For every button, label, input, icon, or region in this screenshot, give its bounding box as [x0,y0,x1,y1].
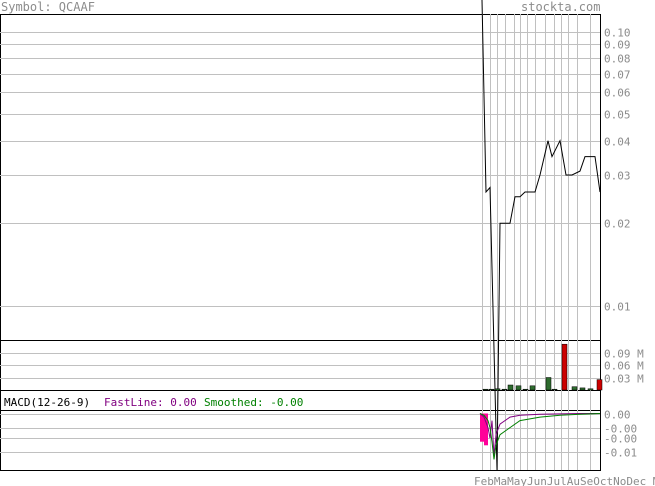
price-tick-label: 0.10 [604,27,631,40]
symbol-label: Symbol: QCAAF [1,0,95,14]
macd-panel-frame [0,390,601,471]
macd-tick-label: -0.00 [604,423,637,436]
axis-ticks: 0.100.090.08 0.07 0.06 0.05 0.04 0.03 0.02 0.01… [604,27,644,460]
macd-tick-label: -0.00 [604,433,637,446]
volume-bar [482,388,489,391]
volume-bar [561,343,568,391]
price-tick-label: 0.04 [604,136,631,149]
volume-tick-label: 0.03 M [604,373,644,386]
panel-frames [0,14,601,471]
volume-bar [494,388,501,391]
price-panel-frame [0,14,601,341]
macd-tick-label: -0.01 [604,447,637,460]
volume-bar [515,385,522,391]
price-tick-label: 0.07 [604,69,631,82]
volume-bar [501,388,508,391]
price-tick-label: 0.05 [604,109,631,122]
macd-title: MACD(12-26-9) [4,396,91,409]
volume-tick-label: 0.09 M [604,348,644,361]
price-tick-label: 0.02 [604,218,631,231]
price-tick-label: 0.01 [604,301,631,314]
macd-smoothed-label: Smoothed: -0.00 [204,396,304,409]
macd-panel [479,413,601,460]
site-label[interactable]: stockta.com [521,0,601,14]
volume-bar [579,387,586,391]
volume-panel [482,343,603,391]
macd-smoothed-line [479,413,601,460]
price-tick-label: 0.06 [604,87,631,100]
volume-bar [522,388,529,391]
volume-tick-label: 0.06 M [604,360,644,373]
macd-tick-label: 0.00 [604,409,631,422]
price-tick-label: 0.03 [604,170,631,183]
volume-bar [587,388,594,391]
macd-fastline [479,413,600,456]
price-series-line [481,0,601,471]
x-axis-month-labels: FebMaMayJunJulAuSeOctNoDec Mar Apr 2025 [474,475,655,486]
macd-histogram-bar [480,413,484,442]
volume-bar [571,386,578,391]
volume-bar [596,379,603,391]
price-tick-label: 0.09 [604,39,631,52]
price-tick-label: 0.08 [604,53,631,66]
volume-bar [507,384,514,391]
volume-bar [529,385,536,391]
price-panel [481,0,601,471]
volume-bar [488,388,495,391]
macd-fastline-label: FastLine: 0.00 [104,396,197,409]
volume-bar [551,388,558,391]
volume-bar [545,377,552,391]
macd-histogram-bar [484,413,488,446]
